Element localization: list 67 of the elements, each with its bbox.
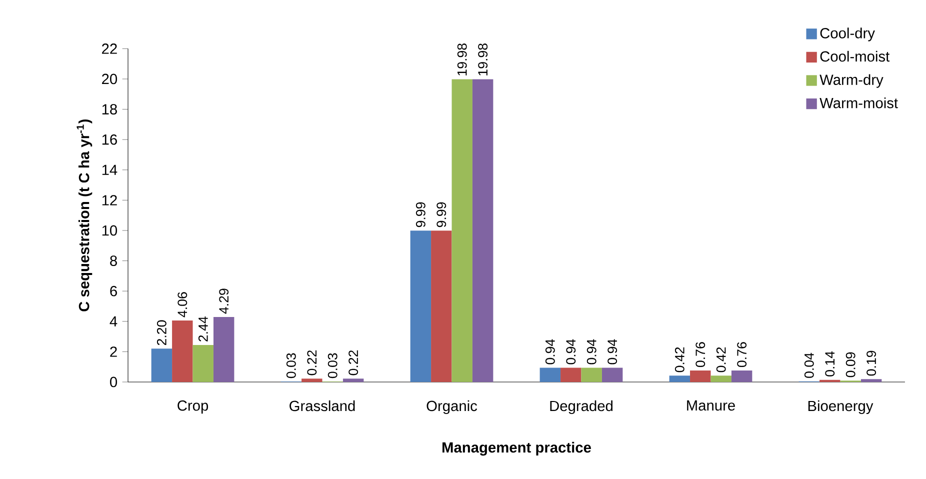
bar: [710, 376, 732, 382]
bar: [302, 378, 322, 382]
data-label: 0.22: [348, 350, 358, 376]
bar: [581, 368, 602, 382]
data-label: 2.44: [198, 316, 208, 342]
bar: [540, 368, 561, 382]
y-tick-label: 4: [110, 316, 118, 326]
data-label: 19.98: [478, 44, 488, 76]
legend-label: Cool-moist: [820, 50, 890, 62]
data-label: 4.06: [178, 292, 188, 318]
data-label: 9.99: [416, 202, 426, 228]
data-label: 0.76: [696, 342, 706, 368]
bar: [731, 370, 752, 382]
y-tick-label: 0: [110, 376, 118, 388]
y-tick-label: 14: [102, 164, 118, 175]
x-tick-label: Bioenergy: [808, 400, 874, 414]
data-label: 0.03: [286, 353, 296, 378]
data-label: 4.29: [219, 288, 229, 314]
bar: [669, 376, 690, 382]
bar: [151, 348, 172, 382]
legend-label: Warm-moist: [820, 97, 898, 108]
y-tick-label: 20: [102, 74, 118, 84]
bar: [342, 378, 364, 382]
x-tick-label: Grassland: [290, 400, 355, 412]
legend-label: Warm-dry: [820, 74, 884, 88]
data-label: 2.20: [156, 320, 166, 346]
bar: [560, 368, 582, 382]
y-tick-label: 6: [110, 286, 117, 296]
data-label: 0.94: [566, 339, 576, 364]
x-tick-label: Manure: [687, 400, 735, 411]
bar: [602, 368, 623, 382]
data-label: 0.03: [328, 353, 338, 378]
legend-label: Cool-dry: [820, 28, 875, 42]
bar: [452, 79, 472, 382]
bar: [213, 316, 234, 382]
y-tick-label: 8: [110, 256, 117, 266]
y-tick-label: 16: [102, 134, 117, 145]
bar: [172, 320, 193, 382]
data-label: 0.94: [608, 339, 618, 364]
data-label: 0.14: [825, 351, 835, 376]
data-label: 0.94: [586, 339, 596, 364]
data-label: 19.98: [457, 44, 467, 76]
bar: [690, 370, 711, 382]
y-tick-label: 22: [102, 44, 117, 54]
bar: [860, 379, 882, 382]
data-label: 0.19: [866, 350, 876, 376]
x-tick-label: Crop: [178, 400, 208, 414]
y-tick-label: 18: [102, 104, 117, 114]
y-tick-label: 10: [102, 225, 118, 236]
data-label: 0.22: [307, 350, 317, 376]
bar: [431, 230, 452, 382]
y-tick-label: 2: [110, 346, 117, 357]
data-label: 0.09: [846, 352, 856, 378]
y-axis-title: C sequestration (t C ha yr$^{-1}$): [76, 119, 92, 312]
y-tick-label: 12: [102, 195, 117, 206]
x-tick-label: Organic: [426, 400, 478, 414]
x-tick-label: Degraded: [550, 400, 612, 414]
bar: [410, 230, 432, 382]
data-label: 0.94: [545, 339, 555, 364]
bar: [192, 345, 214, 382]
x-axis-title: Management practice: [442, 442, 591, 456]
data-label: 0.76: [737, 342, 747, 368]
data-label: 9.99: [436, 202, 446, 228]
data-label: 0.04: [804, 352, 814, 378]
data-label: 0.42: [716, 347, 726, 372]
data-label: 0.42: [674, 347, 684, 372]
bar: [472, 79, 494, 382]
